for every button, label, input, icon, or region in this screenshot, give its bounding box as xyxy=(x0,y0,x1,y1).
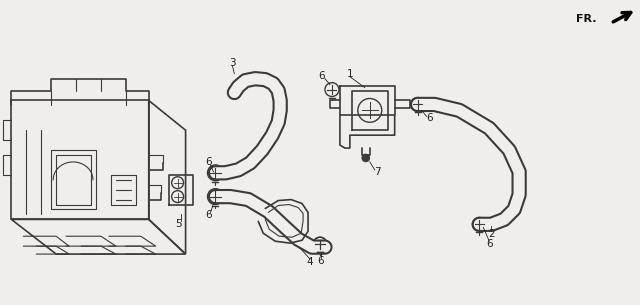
Text: 5: 5 xyxy=(175,219,182,229)
Text: 6: 6 xyxy=(317,256,324,266)
Text: FR.: FR. xyxy=(576,14,596,24)
Text: 3: 3 xyxy=(229,58,236,68)
Text: 1: 1 xyxy=(346,69,353,79)
Text: 6: 6 xyxy=(426,113,433,123)
Text: 2: 2 xyxy=(488,229,495,239)
Text: 6: 6 xyxy=(205,157,212,167)
Circle shape xyxy=(362,154,370,162)
Text: 6: 6 xyxy=(319,71,325,81)
Text: 6: 6 xyxy=(205,210,212,221)
Text: 4: 4 xyxy=(307,257,314,267)
Text: 6: 6 xyxy=(486,239,493,249)
Text: 7: 7 xyxy=(374,167,381,177)
